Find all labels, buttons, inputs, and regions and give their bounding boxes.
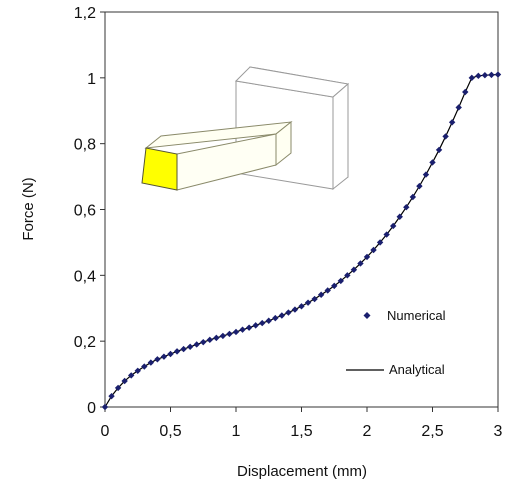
numerical-data-point <box>422 171 430 178</box>
numerical-data-point <box>416 182 423 190</box>
numerical-data-point <box>272 314 279 322</box>
numerical-data-point <box>370 246 377 254</box>
numerical-data-point <box>455 104 462 111</box>
numerical-data-point <box>121 377 128 385</box>
numerical-data-point <box>213 334 220 342</box>
y-tick-label: 0,6 <box>74 203 96 220</box>
numerical-data-point <box>200 338 207 346</box>
x-tick-label: 2 <box>363 423 372 440</box>
numerical-data-point <box>442 133 449 140</box>
beam-right-face <box>275 120 292 167</box>
numerical-data-point <box>468 74 475 82</box>
y-tick-label: 1 <box>87 71 96 88</box>
numerical-data-point <box>291 306 299 313</box>
x-axis-tick-labels: 0 0,5 1 1,5 2 2,5 3 <box>101 423 503 440</box>
numerical-data-point <box>114 384 122 392</box>
legend-analytical-label: Analytical <box>389 362 445 377</box>
numerical-data-point <box>265 317 272 324</box>
numerical-data-point <box>173 348 181 355</box>
numerical-data-point <box>357 260 364 267</box>
numerical-data-point <box>147 359 155 366</box>
numerical-data-point <box>462 88 469 96</box>
x-axis-label: Displacement (mm) <box>237 463 367 480</box>
numerical-data-point <box>390 222 397 230</box>
numerical-data-point <box>239 326 246 333</box>
x-tick-label: 0 <box>101 423 110 440</box>
numerical-data-point <box>154 356 161 363</box>
numerical-data-point <box>278 312 286 319</box>
numerical-data-point <box>409 193 417 201</box>
y-axis-tick-labels: 0 0,2 0,4 0,6 0,8 1 1,2 <box>74 5 96 417</box>
numerical-data-point <box>350 266 358 273</box>
numerical-data-point <box>363 253 371 261</box>
numerical-data-point <box>245 324 253 331</box>
numerical-data-point <box>252 322 259 329</box>
numerical-data-point <box>285 309 292 316</box>
y-tick-label: 1,2 <box>74 5 96 22</box>
x-tick-label: 3 <box>494 423 503 440</box>
numerical-data-point <box>383 231 390 238</box>
legend-numerical-label: Numerical <box>387 308 446 323</box>
numerical-data-point <box>304 299 312 306</box>
y-tick-label: 0,8 <box>74 137 96 154</box>
numerical-data-point <box>167 350 174 358</box>
numerical-data-point <box>448 119 456 126</box>
y-axis-label: Force (N) <box>20 177 37 240</box>
beam-end-face <box>141 147 178 191</box>
numerical-data-point <box>160 353 168 360</box>
cantilever-beam-3d-icon <box>141 66 350 191</box>
y-tick-label: 0 <box>87 400 96 417</box>
x-tick-label: 0,5 <box>159 423 181 440</box>
numerical-data-point <box>141 363 148 370</box>
numerical-data-point <box>259 319 266 327</box>
numerical-data-point <box>429 159 436 166</box>
legend-numerical-marker <box>363 312 371 319</box>
numerical-data-point <box>226 330 233 338</box>
wall-side-face <box>332 82 349 191</box>
numerical-data-point <box>403 203 410 211</box>
numerical-data-point <box>337 277 344 285</box>
y-tick-label: 0,4 <box>74 268 96 285</box>
x-tick-label: 1,5 <box>290 423 312 440</box>
x-tick-label: 1 <box>232 423 241 440</box>
numerical-data-point <box>344 272 351 279</box>
numerical-data-point <box>193 341 200 348</box>
numerical-data-point <box>331 282 338 290</box>
numerical-data-point <box>435 146 443 154</box>
numerical-data-point <box>128 372 135 379</box>
numerical-data-point <box>481 72 489 79</box>
numerical-data-point <box>101 403 109 411</box>
numerical-data-point <box>219 332 227 340</box>
numerical-data-point <box>494 71 502 78</box>
numerical-data-point <box>206 336 213 344</box>
numerical-data-point <box>134 367 141 374</box>
numerical-data-point <box>108 392 115 400</box>
legend: Numerical Analytical <box>346 308 446 377</box>
y-tick-label: 0,2 <box>74 334 96 351</box>
numerical-data-point <box>298 303 305 310</box>
numerical-data-point <box>180 345 187 353</box>
numerical-data-point <box>376 239 384 246</box>
numerical-data-point <box>396 213 403 220</box>
x-tick-label: 2,5 <box>421 423 443 440</box>
numerical-series-markers <box>101 71 502 411</box>
numerical-data-point <box>232 328 240 336</box>
numerical-data-point <box>488 71 495 79</box>
numerical-data-point <box>324 287 331 294</box>
numerical-data-point <box>186 343 194 350</box>
x-axis-ticks <box>104 407 499 412</box>
numerical-data-point <box>317 291 325 298</box>
numerical-data-point <box>311 295 318 303</box>
numerical-data-point <box>475 72 482 80</box>
